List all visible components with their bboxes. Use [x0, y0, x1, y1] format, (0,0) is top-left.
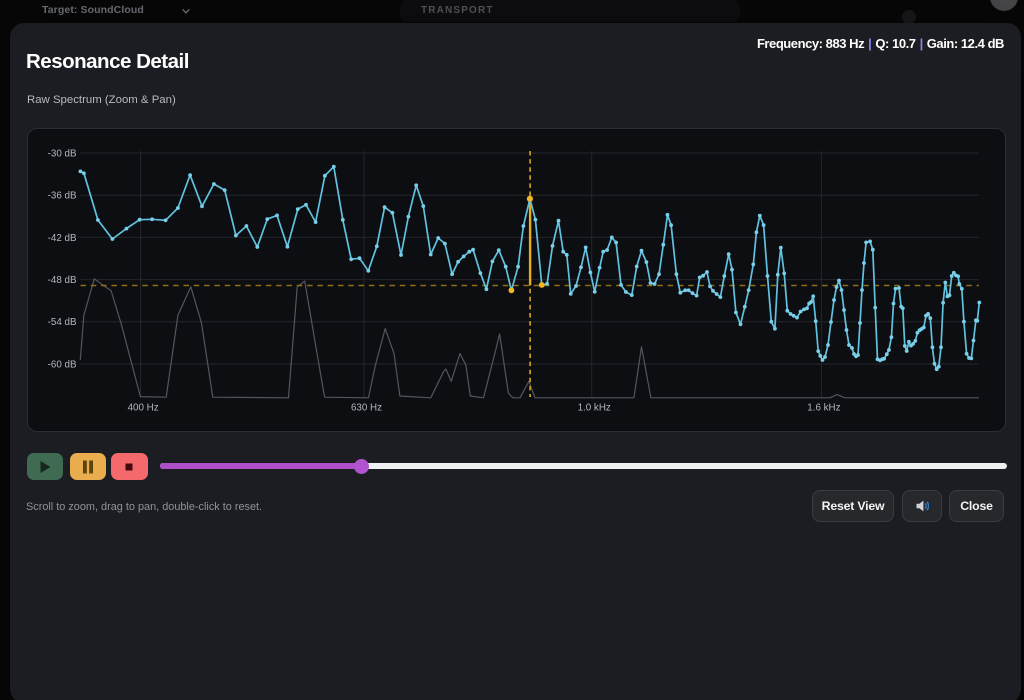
svg-text:-36 dB: -36 dB: [48, 191, 77, 202]
svg-text:-42 dB: -42 dB: [48, 233, 77, 244]
svg-text:1.6 kHz: 1.6 kHz: [807, 403, 840, 414]
svg-text:630 Hz: 630 Hz: [351, 403, 382, 414]
svg-text:-30 dB: -30 dB: [48, 148, 77, 159]
svg-text:-54 dB: -54 dB: [48, 317, 77, 328]
svg-text:1.0 kHz: 1.0 kHz: [578, 403, 611, 414]
svg-text:400 Hz: 400 Hz: [128, 403, 159, 414]
svg-text:-60 dB: -60 dB: [48, 359, 77, 370]
svg-text:-48 dB: -48 dB: [48, 275, 77, 286]
